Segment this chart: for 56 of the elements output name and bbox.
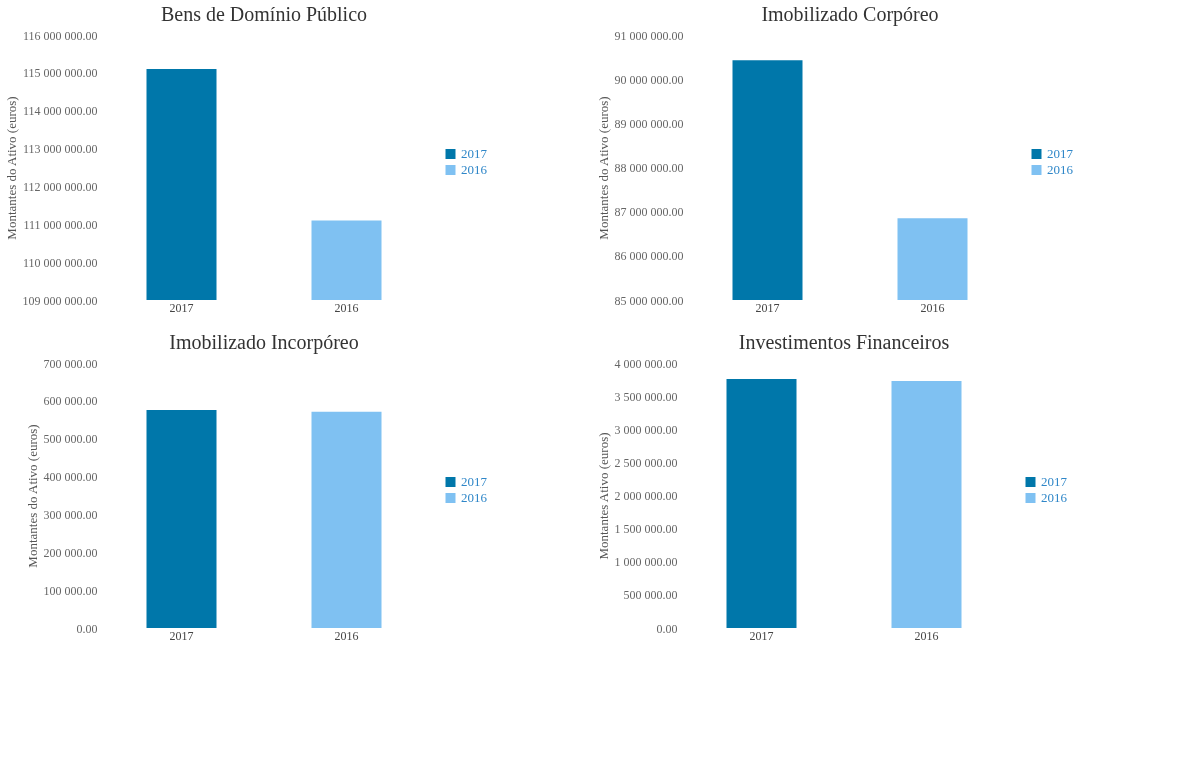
y-tick-label: 86 000 000.00 [614, 249, 684, 264]
legend-label: 2016 [461, 490, 488, 505]
y-tick-label: 2 500 000.00 [614, 455, 678, 470]
x-tick-label: 2017 [755, 300, 780, 315]
x-tick-label: 2016 [920, 300, 945, 315]
legend-label: 2016 [461, 162, 488, 177]
y-tick-label: 700 000.00 [43, 356, 98, 371]
legend-label: 2017 [1047, 146, 1074, 161]
y-tick-label: 112 000 000.00 [22, 179, 98, 194]
x-tick-label: 2016 [914, 628, 939, 643]
x-tick-label: 2017 [169, 628, 194, 643]
y-tick-label: 0.00 [656, 621, 678, 636]
y-tick-label: 100 000.00 [43, 583, 98, 598]
y-tick-label: 300 000.00 [43, 507, 98, 522]
chart-title: Imobilizado Incorpóreo [169, 331, 359, 354]
y-tick-label: 1 500 000.00 [614, 522, 678, 537]
chart-title: Imobilizado Corpóreo [761, 3, 939, 26]
y-tick-label: 111 000 000.00 [23, 217, 98, 232]
x-tick-label: 2017 [169, 300, 194, 315]
y-tick-label: 113 000 000.00 [22, 142, 98, 157]
x-tick-label: 2016 [334, 300, 359, 315]
y-tick-label: 85 000 000.00 [614, 293, 684, 308]
legend-label: 2017 [461, 146, 488, 161]
y-tick-label: 114 000 000.00 [22, 104, 98, 119]
y-axis-title: Montantes do Ativo (euros) [24, 424, 40, 568]
y-tick-label: 88 000 000.00 [614, 161, 684, 175]
x-tick-label: 2016 [334, 628, 359, 643]
y-tick-label: 109 000 000.00 [22, 293, 98, 308]
y-tick-label: 1 000 000.00 [614, 555, 678, 570]
y-tick-label: 90 000 000.00 [614, 72, 684, 87]
legend-label: 2017 [1041, 474, 1068, 489]
y-tick-label: 400 000.00 [43, 470, 98, 485]
y-tick-label: 500 000.00 [623, 588, 678, 603]
chart-title: Bens de Domínio Público [160, 3, 368, 25]
y-tick-label: 89 000 000.00 [614, 116, 684, 131]
y-tick-label: 115 000 000.00 [22, 66, 98, 81]
y-tick-label: 110 000 000.00 [22, 255, 98, 270]
legend-label: 2017 [461, 474, 488, 489]
legend-label: 2016 [1047, 162, 1074, 177]
legend-label: 2016 [1041, 490, 1068, 505]
y-tick-label: 0.00 [76, 621, 98, 636]
y-tick-label: 3 000 000.00 [614, 422, 678, 437]
y-tick-label: 4 000 000.00 [614, 356, 678, 371]
chart-title: Investimentos Financeiros [738, 331, 950, 353]
y-tick-label: 500 000.00 [43, 432, 98, 447]
y-tick-label: 91 000 000.00 [614, 28, 684, 43]
y-tick-label: 116 000 000.00 [22, 28, 98, 43]
y-tick-label: 3 500 000.00 [614, 389, 678, 404]
y-tick-label: 600 000.00 [43, 394, 98, 409]
y-axis-title: Montantes do Ativo (euros) [3, 96, 19, 240]
x-tick-label: 2017 [749, 628, 774, 643]
y-tick-label: 200 000.00 [43, 545, 98, 560]
y-tick-label: 87 000 000.00 [614, 205, 684, 220]
y-axis-title: Montantes do Ativo (euros) [595, 96, 611, 240]
y-axis-title: Montantes Ativo (euros) [595, 432, 611, 560]
y-tick-label: 2 000 000.00 [614, 489, 678, 503]
